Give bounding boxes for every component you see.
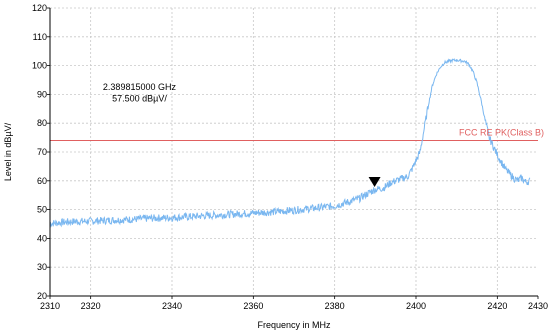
spectrum-trace — [49, 58, 531, 228]
x-axis-title: Frequency in MHz — [257, 320, 331, 330]
x-tick-label: 2310 — [40, 301, 60, 311]
y-tick-label: 20 — [37, 291, 47, 301]
axes — [47, 7, 539, 299]
y-tick-label: 100 — [32, 61, 47, 71]
x-tick-label: 2360 — [243, 301, 263, 311]
y-tick-label: 60 — [37, 176, 47, 186]
grid — [50, 7, 538, 296]
limit-line-label: FCC RE PK(Class B) — [459, 127, 544, 137]
tick-labels: 20 30 40 50 60 70 80 90 100 110 120 2310 2320 2340 236… — [32, 3, 548, 311]
x-tick-label: 2340 — [162, 301, 182, 311]
x-tick-label: 2420 — [487, 301, 507, 311]
y-tick-label: 50 — [37, 205, 47, 215]
marker-level-label: 57.500 dBµV/ — [112, 94, 167, 104]
y-tick-label: 110 — [33, 32, 47, 42]
y-tick-label: 120 — [32, 3, 47, 13]
y-tick-label: 70 — [37, 147, 47, 157]
marker-frequency-label: 2.389815000 GHz — [103, 82, 177, 92]
x-tick-label: 2380 — [325, 301, 345, 311]
y-tick-label: 90 — [37, 89, 47, 99]
x-tick-label: 2430 — [528, 301, 548, 311]
y-tick-label: 30 — [37, 262, 47, 272]
y-tick-label: 40 — [37, 233, 47, 243]
x-tick-label: 2320 — [81, 301, 101, 311]
y-axis-title: Level in dBµV/ — [3, 122, 13, 181]
marker-triangle-icon — [368, 177, 381, 187]
x-tick-label: 2400 — [406, 301, 426, 311]
trace-group — [49, 58, 531, 228]
marker-group: 2.389815000 GHz 57.500 dBµV/ — [103, 82, 381, 187]
y-tick-label: 80 — [37, 118, 47, 128]
